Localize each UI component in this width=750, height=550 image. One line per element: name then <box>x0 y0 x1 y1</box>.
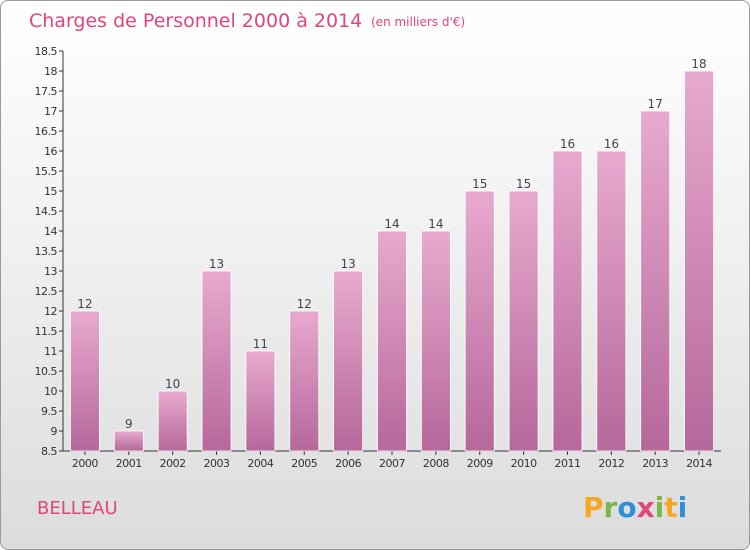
bar-value-label: 13 <box>209 257 224 271</box>
bar-value-label: 10 <box>165 377 180 391</box>
y-tick-label: 10.5 <box>35 365 58 378</box>
x-tick-label: 2000 <box>72 457 98 470</box>
y-tick-label: 18 <box>44 65 57 78</box>
bars: 12 9 10 13 11 12 13 14 14 15 15 16 16 17 18 <box>70 57 714 452</box>
logo-letter: i <box>655 491 665 524</box>
chart-title: Charges de Personnel 2000 à 2014 <box>29 10 362 32</box>
logo-letter: x <box>637 491 655 524</box>
bar-value-label: 14 <box>428 217 443 231</box>
x-tick-label: 2002 <box>160 457 186 470</box>
bar-value-label: 14 <box>384 217 399 231</box>
bar-value-label: 17 <box>648 97 663 111</box>
bar <box>245 350 276 452</box>
x-tick-label: 2008 <box>423 457 449 470</box>
bar-value-label: 16 <box>560 137 575 151</box>
y-tick-label: 15.5 <box>35 165 58 178</box>
y-tick-label: 16 <box>44 145 57 158</box>
x-tick-label: 2003 <box>204 457 230 470</box>
x-tick-label: 2010 <box>511 457 537 470</box>
y-tick-label: 9 <box>51 425 58 438</box>
x-axis: 2000 2001 2002 2003 2004 2005 2006 2007 2008 2009… <box>63 450 721 470</box>
y-tick-label: 14 <box>44 225 57 238</box>
x-tick-label: 2005 <box>291 457 317 470</box>
bar-value-label: 11 <box>253 337 268 351</box>
bar-value-label: 15 <box>472 177 487 191</box>
y-tick-label: 13 <box>44 265 57 278</box>
bar <box>289 310 320 452</box>
city-name: BELLEAU <box>37 498 118 519</box>
bar <box>157 390 188 452</box>
chart-subtitle: (en milliers d'€) <box>371 15 465 29</box>
y-tick-label: 17 <box>44 105 57 118</box>
y-tick-label: 18.5 <box>35 45 58 58</box>
y-tick-label: 8.5 <box>41 445 57 458</box>
bar-value-label: 16 <box>604 137 619 151</box>
logo-letter: r <box>604 491 618 524</box>
y-tick-label: 17.5 <box>35 85 58 98</box>
y-tick-label: 12 <box>44 305 57 318</box>
bar <box>552 150 583 452</box>
bar-value-label: 18 <box>691 57 706 71</box>
bar-value-label: 12 <box>297 297 312 311</box>
y-tick-label: 10 <box>44 385 57 398</box>
bar <box>201 270 232 452</box>
bar-value-label: 9 <box>125 417 133 431</box>
bar <box>70 310 100 452</box>
x-tick-label: 2011 <box>554 457 580 470</box>
y-tick-label: 11 <box>44 345 57 358</box>
bar <box>684 70 714 452</box>
y-tick-label: 9.5 <box>41 405 57 418</box>
bar-value-label: 15 <box>516 177 531 191</box>
logo-letter: t <box>664 491 677 524</box>
bar <box>596 150 627 452</box>
proxiti-logo: Proxiti <box>583 491 687 524</box>
bar <box>113 430 144 452</box>
bar <box>464 190 495 452</box>
x-tick-label: 2001 <box>116 457 142 470</box>
x-tick-label: 2009 <box>467 457 493 470</box>
y-tick-label: 11.5 <box>35 325 58 338</box>
bar <box>508 190 539 452</box>
logo-letter: P <box>583 491 604 524</box>
x-tick-label: 2012 <box>598 457 624 470</box>
y-tick-label: 14.5 <box>35 205 58 218</box>
y-axis: 8.5 9 9.5 10 10.5 11 11.5 12 12.5 13 13.5 14 14.5 15 1… <box>35 45 64 458</box>
bar <box>333 270 364 452</box>
bar-value-label: 13 <box>340 257 355 271</box>
y-tick-label: 16.5 <box>35 125 58 138</box>
x-tick-label: 2013 <box>642 457 668 470</box>
x-tick-label: 2006 <box>335 457 361 470</box>
x-tick-label: 2007 <box>379 457 405 470</box>
bar <box>640 110 671 452</box>
y-tick-label: 12.5 <box>35 285 58 298</box>
bar-value-label: 12 <box>77 297 92 311</box>
y-tick-label: 15 <box>44 185 57 198</box>
bar <box>420 230 451 452</box>
bar <box>377 230 407 452</box>
logo-letter: i <box>678 491 688 524</box>
logo-letter: o <box>617 491 636 524</box>
x-tick-label: 2004 <box>247 457 273 470</box>
x-tick-label: 2014 <box>686 457 712 470</box>
y-tick-label: 13.5 <box>35 245 58 258</box>
